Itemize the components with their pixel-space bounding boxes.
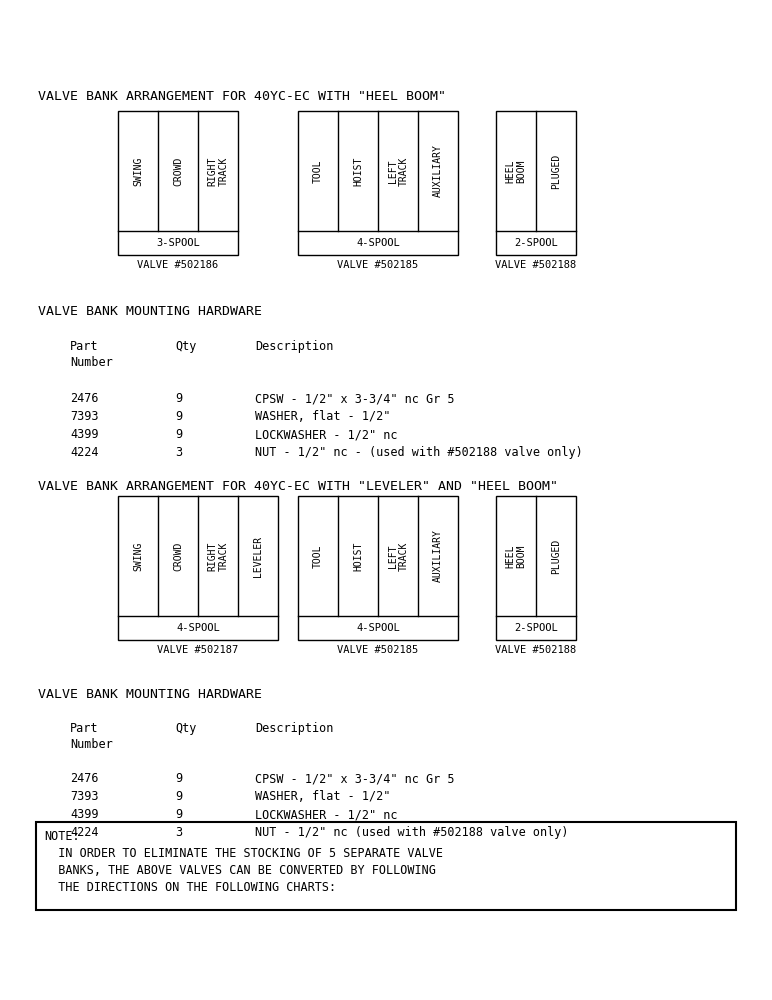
- Text: VALVE #502185: VALVE #502185: [337, 645, 418, 655]
- Text: CROWD: CROWD: [173, 156, 183, 186]
- Text: 2-SPOOL: 2-SPOOL: [514, 238, 558, 248]
- Text: SWING: SWING: [133, 541, 143, 571]
- Text: Number: Number: [70, 356, 113, 369]
- Text: LOCKWASHER - 1/2" nc: LOCKWASHER - 1/2" nc: [255, 428, 398, 441]
- Text: 9: 9: [175, 428, 182, 441]
- Text: LEFT
TRACK: LEFT TRACK: [388, 156, 408, 186]
- Text: PLUGED: PLUGED: [551, 153, 561, 189]
- Text: RIGHT
TRACK: RIGHT TRACK: [208, 156, 229, 186]
- Text: CPSW - 1/2" x 3-3/4" nc Gr 5: CPSW - 1/2" x 3-3/4" nc Gr 5: [255, 772, 455, 785]
- Text: AUXILIARY: AUXILIARY: [433, 530, 443, 582]
- Text: 4399: 4399: [70, 428, 99, 441]
- Text: 7393: 7393: [70, 410, 99, 423]
- Text: LEVELER: LEVELER: [253, 535, 263, 577]
- Text: 7393: 7393: [70, 790, 99, 803]
- Bar: [118, 111, 238, 255]
- Text: NUT - 1/2" nc - (used with #502188 valve only): NUT - 1/2" nc - (used with #502188 valve…: [255, 446, 583, 459]
- Text: NUT - 1/2" nc (used with #502188 valve only): NUT - 1/2" nc (used with #502188 valve o…: [255, 826, 568, 839]
- Text: VALVE #502188: VALVE #502188: [496, 260, 577, 270]
- Text: SWING: SWING: [133, 156, 143, 186]
- Text: Description: Description: [255, 722, 334, 735]
- Bar: [496, 496, 576, 640]
- Text: VALVE #502188: VALVE #502188: [496, 645, 577, 655]
- Text: 3: 3: [175, 826, 182, 839]
- Text: PLUGED: PLUGED: [551, 538, 561, 574]
- Text: 2476: 2476: [70, 392, 99, 405]
- Text: TOOL: TOOL: [313, 159, 323, 183]
- Text: 9: 9: [175, 772, 182, 785]
- Text: Qty: Qty: [175, 340, 196, 353]
- Text: 2476: 2476: [70, 772, 99, 785]
- Text: 3: 3: [175, 446, 182, 459]
- Text: Number: Number: [70, 738, 113, 751]
- Text: VALVE #502185: VALVE #502185: [337, 260, 418, 270]
- Text: CROWD: CROWD: [173, 541, 183, 571]
- Text: 9: 9: [175, 410, 182, 423]
- Text: HEEL
BOOM: HEEL BOOM: [506, 544, 527, 568]
- Bar: [496, 111, 576, 255]
- Text: Part: Part: [70, 722, 99, 735]
- Text: CPSW - 1/2" x 3-3/4" nc Gr 5: CPSW - 1/2" x 3-3/4" nc Gr 5: [255, 392, 455, 405]
- Text: VALVE BANK ARRANGEMENT FOR 40YC-EC WITH "LEVELER" AND "HEEL BOOM": VALVE BANK ARRANGEMENT FOR 40YC-EC WITH …: [38, 480, 558, 493]
- Text: HEEL
BOOM: HEEL BOOM: [506, 159, 527, 183]
- Text: 4-SPOOL: 4-SPOOL: [356, 238, 400, 248]
- Bar: [298, 496, 458, 640]
- Text: WASHER, flat - 1/2": WASHER, flat - 1/2": [255, 410, 391, 423]
- Bar: [118, 496, 278, 640]
- Text: 9: 9: [175, 392, 182, 405]
- Text: THE DIRECTIONS ON THE FOLLOWING CHARTS:: THE DIRECTIONS ON THE FOLLOWING CHARTS:: [44, 881, 336, 894]
- Text: AUXILIARY: AUXILIARY: [433, 145, 443, 197]
- Text: BANKS, THE ABOVE VALVES CAN BE CONVERTED BY FOLLOWING: BANKS, THE ABOVE VALVES CAN BE CONVERTED…: [44, 864, 436, 877]
- Text: Part: Part: [70, 340, 99, 353]
- Text: RIGHT
TRACK: RIGHT TRACK: [208, 541, 229, 571]
- Text: 4-SPOOL: 4-SPOOL: [176, 623, 220, 633]
- Text: 4-SPOOL: 4-SPOOL: [356, 623, 400, 633]
- Text: 9: 9: [175, 790, 182, 803]
- Text: IN ORDER TO ELIMINATE THE STOCKING OF 5 SEPARATE VALVE: IN ORDER TO ELIMINATE THE STOCKING OF 5 …: [44, 847, 443, 860]
- Text: VALVE #502186: VALVE #502186: [137, 260, 218, 270]
- Text: Qty: Qty: [175, 722, 196, 735]
- Text: TOOL: TOOL: [313, 544, 323, 568]
- Text: VALVE #502187: VALVE #502187: [157, 645, 239, 655]
- Bar: [36, 822, 736, 910]
- Text: WASHER, flat - 1/2": WASHER, flat - 1/2": [255, 790, 391, 803]
- Text: NOTE:: NOTE:: [44, 830, 80, 843]
- Text: VALVE BANK MOUNTING HARDWARE: VALVE BANK MOUNTING HARDWARE: [38, 305, 262, 318]
- Text: Description: Description: [255, 340, 334, 353]
- Text: HOIST: HOIST: [353, 541, 363, 571]
- Text: VALVE BANK MOUNTING HARDWARE: VALVE BANK MOUNTING HARDWARE: [38, 688, 262, 701]
- Text: 4224: 4224: [70, 826, 99, 839]
- Text: 9: 9: [175, 808, 182, 821]
- Text: 3-SPOOL: 3-SPOOL: [156, 238, 200, 248]
- Text: 4224: 4224: [70, 446, 99, 459]
- Bar: [298, 111, 458, 255]
- Text: LEFT
TRACK: LEFT TRACK: [388, 541, 408, 571]
- Text: 2-SPOOL: 2-SPOOL: [514, 623, 558, 633]
- Text: 4399: 4399: [70, 808, 99, 821]
- Text: HOIST: HOIST: [353, 156, 363, 186]
- Text: LOCKWASHER - 1/2" nc: LOCKWASHER - 1/2" nc: [255, 808, 398, 821]
- Text: VALVE BANK ARRANGEMENT FOR 40YC-EC WITH "HEEL BOOM": VALVE BANK ARRANGEMENT FOR 40YC-EC WITH …: [38, 90, 446, 103]
